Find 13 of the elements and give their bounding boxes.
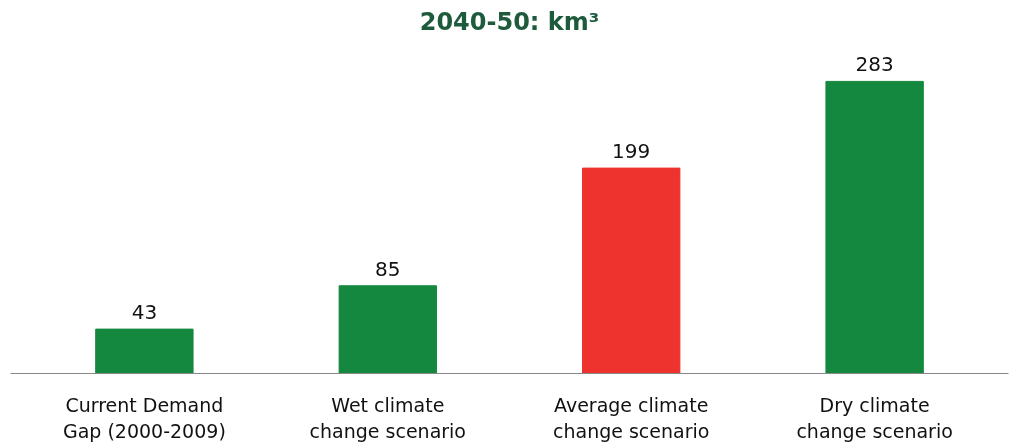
x-tick-label: Current Demand Gap (2000-2009) [62,393,226,442]
chart-title: 2040-50: km³ [419,7,600,36]
data-label: 85 [375,256,401,281]
x-tick-label: Wet climate change scenario [309,393,466,442]
bar [95,328,194,374]
data-label: 43 [131,300,158,325]
bar [582,167,681,374]
x-tick-label: Dry climate change scenario [796,393,953,442]
bar [825,80,924,374]
data-label: 283 [855,52,894,77]
bar [338,285,437,374]
data-label: 199 [612,139,651,164]
x-tick-label: Average climate change scenario [553,393,710,442]
